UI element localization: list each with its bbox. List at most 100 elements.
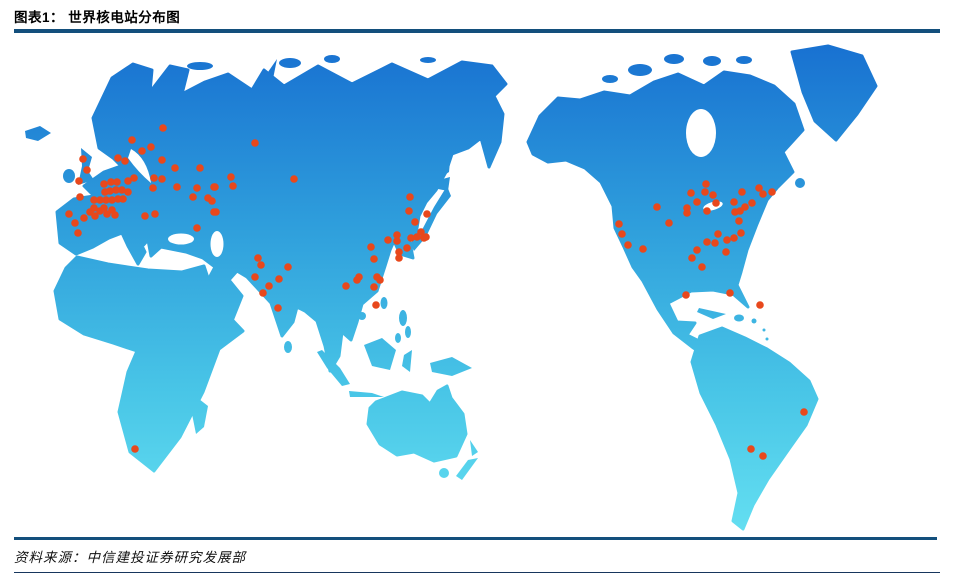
plant-dot [196,164,204,172]
plant-dot [714,230,722,238]
plant-dot [257,261,265,269]
plant-dot [726,289,734,297]
lesser-antilles [762,328,766,332]
plant-dot [624,241,632,249]
plant-dot [274,304,282,312]
plant-dot [736,207,744,215]
plant-dot [251,273,259,281]
plant-dot [208,197,216,205]
plant-dot [90,196,98,204]
bottom-edge-rule [14,572,940,573]
plant-dot [265,282,273,290]
source-text: 资料来源：中信建投证券研究发展部 [14,550,246,565]
plant-dot [124,188,132,196]
canadian-arctic-island [703,56,721,66]
plant-dot [124,177,132,185]
world-map [25,44,878,531]
plant-dot [107,178,115,186]
plant-dot [83,166,91,174]
plant-dot [639,245,647,253]
plant-dot [80,214,88,222]
plant-dot [618,230,626,238]
plant-dot [759,190,767,198]
sri-lanka [284,341,292,353]
ireland [63,169,75,183]
plant-dot [682,291,690,299]
iceland [25,126,51,141]
plant-dot [71,219,79,227]
plant-dot [79,155,87,163]
taiwan [380,297,388,309]
plant-dot [121,157,129,165]
plant-dot [290,175,298,183]
plant-dot [665,219,673,227]
plant-dot [393,237,401,245]
plant-dot [259,289,267,297]
inland-seas [128,109,723,257]
plant-dot [759,452,767,460]
cuba [697,308,726,319]
plant-dot [100,180,108,188]
plant-dot [96,196,104,204]
arctic-island [420,57,436,63]
plant-dot [131,445,139,453]
plant-dot [730,198,738,206]
black-sea [168,233,194,245]
arctic-island [324,55,340,63]
canadian-arctic-island [736,56,752,64]
plant-dot [128,136,136,144]
continent-australia [366,384,468,463]
plant-dot [91,212,99,220]
plant-dot [106,187,114,195]
philippines [399,310,407,326]
plant-dot [687,189,695,197]
plant-dot [800,408,808,416]
plant-dot [130,174,138,182]
plant-dot [738,188,746,196]
plant-dot [210,208,218,216]
plant-dot [395,254,403,262]
plant-dot [384,236,392,244]
plant-dot [284,263,292,271]
plant-dot [275,275,283,283]
plant-dot [65,210,73,218]
plant-dot [151,210,159,218]
footer-rule [14,537,937,540]
plant-dot [229,182,237,190]
plant-dot [737,229,745,237]
new-zealand [456,458,478,480]
plant-dot [422,233,430,241]
tasmania [439,468,449,478]
arctic-island [387,83,409,91]
madagascar [192,399,208,434]
plant-dot [615,220,623,228]
plant-dot [747,445,755,453]
canadian-arctic-island [602,75,618,83]
plant-dot [158,156,166,164]
philippines [395,333,401,343]
plant-dot [703,238,711,246]
plant-dot [693,246,701,254]
plant-dot [108,196,116,204]
plant-dot [74,229,82,237]
plant-dot [405,207,413,215]
canadian-arctic-island [628,64,652,76]
plant-dot [159,124,167,132]
plant-dot [403,244,411,252]
plant-dot [138,147,146,155]
philippines [405,326,411,338]
plant-dot [112,186,120,194]
new-zealand [470,440,478,456]
new-guinea [430,357,472,376]
plant-dot [683,209,691,217]
plant-dot [90,204,98,212]
plant-dot [113,178,121,186]
arctic-island [279,58,301,68]
plant-dot [376,276,384,284]
plant-dot [395,248,403,256]
plant-dot [171,164,179,172]
title-rule [14,29,940,33]
sakhalin [443,140,452,176]
plant-dot [372,301,380,309]
sumatra [317,350,350,386]
